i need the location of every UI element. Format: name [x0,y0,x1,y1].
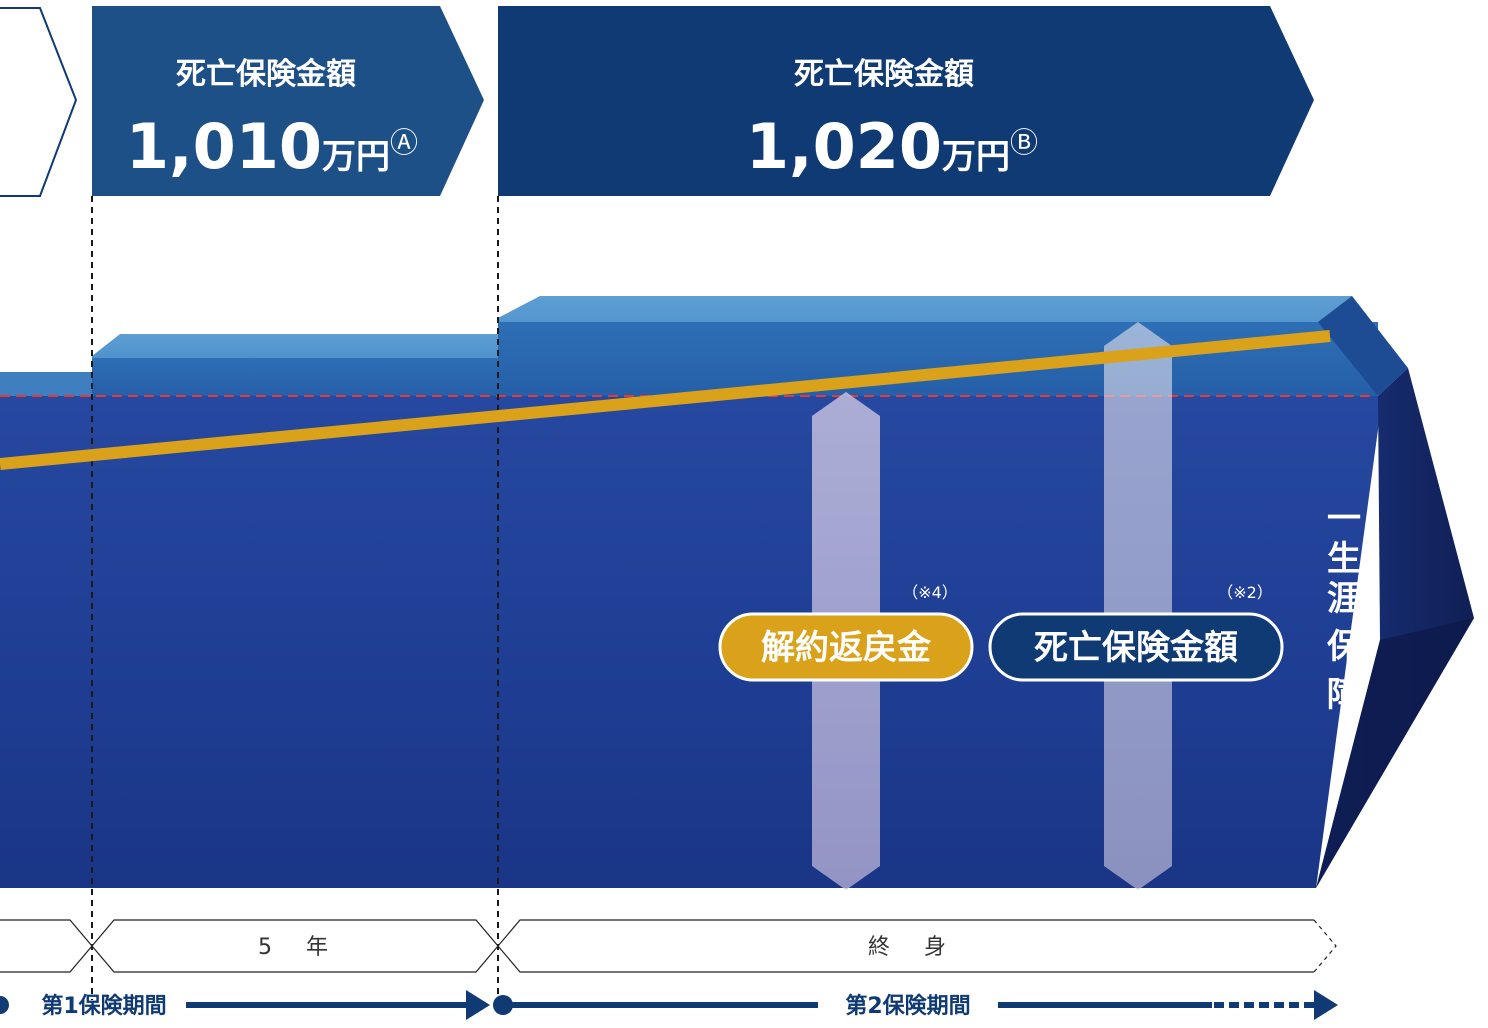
side-char-3: 涯 [1327,579,1361,619]
period-lifetime-end-dashed [1313,919,1337,973]
death-badge [988,612,1284,682]
side-char-4: 保 [1327,627,1362,667]
block-b-amount-unit: 万円 [942,137,1010,177]
period-left-outline [0,919,93,973]
death-note: （※2） [1217,583,1273,602]
header-block-left-outline [0,7,78,197]
block-b-amount: 1,020万円Ⓑ [746,110,1038,183]
period-lifetime [497,919,1314,947]
band-mid [92,358,498,396]
cap-left [0,372,92,396]
header-block-a [92,6,484,196]
block-a-amount-unit: 万円 [322,137,390,177]
lifetime-coverage-label: 一 生 涯 保 障 [1327,499,1362,715]
period-lifetime-label: 終 身 [868,935,952,960]
surrender-note: （※4） [902,583,958,602]
phase-1-label: 第1保険期間 [41,993,166,1019]
period-lifetime-bottom [497,945,1314,973]
side-char-1: 一 [1327,499,1361,539]
band-right [498,322,1378,396]
header-block-b [498,6,1314,196]
side-char-2: 生 [1327,539,1361,579]
body-main [0,396,1382,888]
surrender-badge-label: 解約返戻金 [761,628,932,668]
surrender-value-line [0,330,1331,470]
phase-1-arrowhead [466,990,490,1020]
block-b-label: 死亡保険金額 [794,57,974,92]
death-badge-label: 死亡保険金額 [1034,628,1238,668]
block-b-mark: Ⓑ [1010,126,1038,159]
block-a-mark: Ⓐ [390,126,418,159]
block-a-amount-value: 1,010 [126,110,322,183]
phase-2-label: 第2保険期間 [845,993,970,1019]
body-arrow-top-face [1318,296,1408,396]
block-b-amount-value: 1,020 [746,110,942,183]
death-benefit-pillar [1104,322,1172,890]
block-a-amount: 1,010万円Ⓐ [126,110,418,183]
side-char-5: 障 [1327,675,1361,715]
phase-1-start-dot [0,996,9,1014]
period-5-years-label: 5 年 [258,935,334,960]
surrender-badge [718,612,974,682]
body-arrow-lower-face [1316,618,1474,888]
block-a-label: 死亡保険金額 [176,57,356,92]
phase-2-arrowhead [1314,990,1338,1020]
